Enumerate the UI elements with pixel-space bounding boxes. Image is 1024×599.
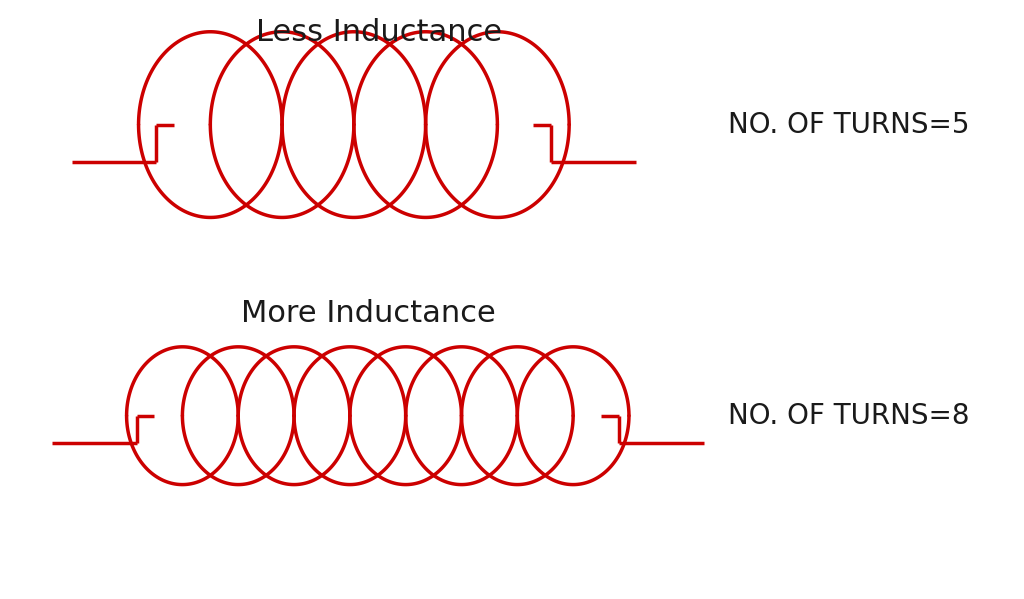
Text: More Inductance: More Inductance xyxy=(242,300,497,328)
Text: NO. OF TURNS=8: NO. OF TURNS=8 xyxy=(728,402,969,429)
Text: NO. OF TURNS=5: NO. OF TURNS=5 xyxy=(728,111,969,138)
Text: Less Inductance: Less Inductance xyxy=(256,18,502,47)
